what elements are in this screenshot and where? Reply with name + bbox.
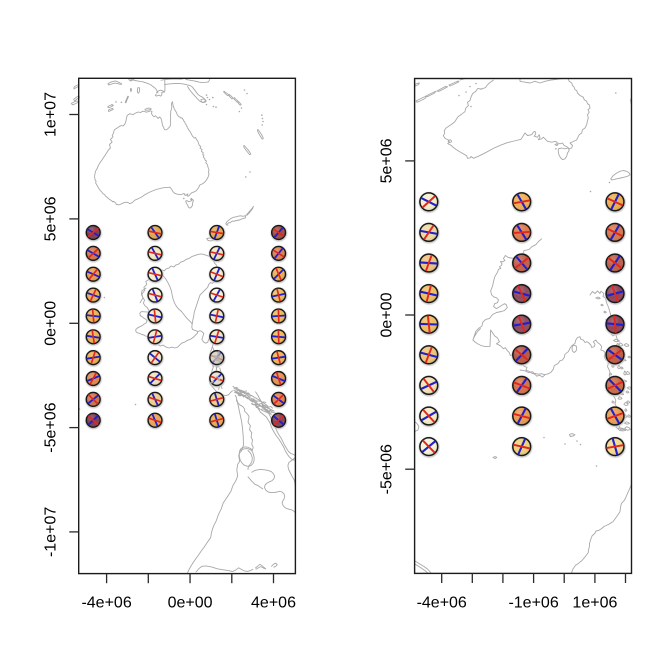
svg-text:5e+06: 5e+06 — [378, 138, 395, 183]
svg-text:0e+00: 0e+00 — [168, 595, 213, 612]
svg-text:1e+06: 1e+06 — [572, 595, 617, 612]
svg-text:0e+00: 0e+00 — [378, 292, 395, 337]
svg-text:-4e+06: -4e+06 — [81, 595, 131, 612]
svg-text:-1e+07: -1e+07 — [42, 507, 59, 557]
svg-text:-4e+06: -4e+06 — [417, 595, 467, 612]
svg-text:-5e+06: -5e+06 — [42, 402, 59, 452]
svg-text:4e+06: 4e+06 — [251, 595, 296, 612]
svg-text:-1e+06: -1e+06 — [508, 595, 558, 612]
svg-text:5e+06: 5e+06 — [42, 196, 59, 241]
svg-text:1e+07: 1e+07 — [42, 92, 59, 137]
svg-text:-5e+06: -5e+06 — [378, 444, 395, 494]
svg-text:0e+00: 0e+00 — [42, 301, 59, 346]
